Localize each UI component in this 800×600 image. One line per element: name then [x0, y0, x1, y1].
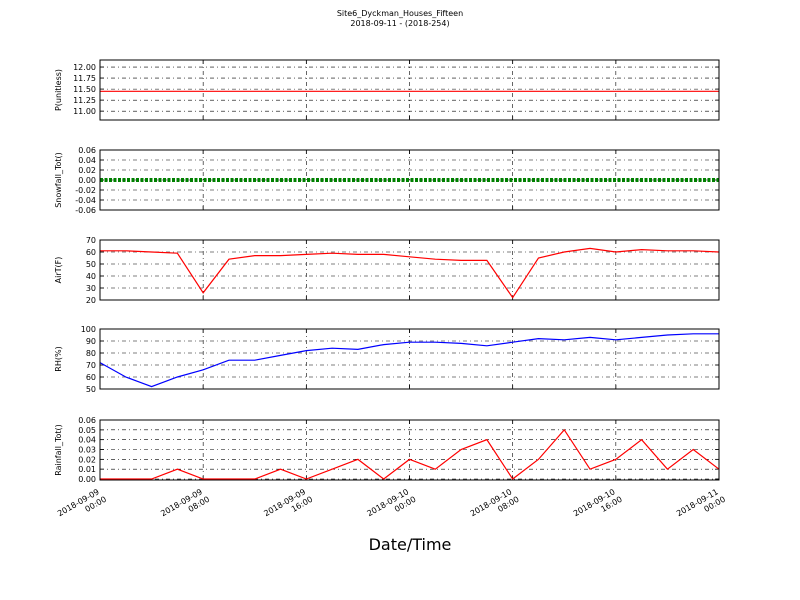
y-tick-label: 12.00	[73, 63, 96, 72]
y-tick-label: -0.02	[75, 186, 96, 195]
x-tick-label: 2018-09-10 08:00	[469, 486, 521, 527]
y-axis-label: Snowfall_Tot()	[54, 152, 63, 208]
y-tick-label: 11.50	[73, 85, 96, 94]
y-tick-label: 50	[86, 385, 96, 394]
x-tick-label: 2018-09-11 00:00	[675, 486, 727, 527]
y-tick-label: 40	[86, 272, 96, 281]
y-tick-label: 0.02	[78, 455, 96, 464]
y-axis-label: AirT(F)	[54, 257, 63, 284]
y-tick-label: 70	[86, 361, 96, 370]
y-axis-label: Rainfall_Tot()	[54, 424, 63, 476]
plot-frame	[99, 149, 720, 211]
data-line	[100, 247, 720, 299]
x-tick-label: 2018-09-09 00:00	[56, 486, 108, 527]
x-tick-label: 2018-09-09 08:00	[159, 486, 211, 527]
y-tick-label: 90	[86, 337, 96, 346]
x-tick-label: 2018-09-10 16:00	[572, 486, 624, 527]
plot-frame	[99, 59, 720, 121]
y-tick-label: 60	[86, 373, 96, 382]
y-tick-label: 0.04	[78, 156, 96, 165]
y-tick-label: 0.00	[78, 176, 96, 185]
y-tick-label: 0.06	[78, 146, 96, 155]
x-tick-label: 2018-09-09 16:00	[262, 486, 314, 527]
y-tick-label: 100	[81, 325, 96, 334]
y-tick-label: 0.00	[78, 475, 96, 484]
plot-frame	[99, 328, 720, 390]
data-line	[100, 428, 720, 480]
chart-subtitle: 2018-09-11 - (2018-254)	[350, 19, 449, 28]
y-axis-label: P(unitless)	[54, 69, 63, 111]
y-tick-label: 50	[86, 260, 96, 269]
y-tick-label: -0.06	[75, 206, 96, 215]
y-tick-label: 11.25	[73, 96, 96, 105]
plot-frame	[99, 419, 720, 481]
plot-frame	[99, 239, 720, 301]
chart-title: Site6_Dyckman_Houses_Fifteen	[337, 9, 463, 18]
y-tick-label: 11.00	[73, 107, 96, 116]
y-tick-label: 60	[86, 248, 96, 257]
y-tick-label: -0.04	[75, 196, 96, 205]
y-tick-label: 0.06	[78, 416, 96, 425]
y-tick-label: 20	[86, 296, 96, 305]
y-tick-label: 70	[86, 236, 96, 245]
y-axis-label: RH(%)	[54, 346, 63, 371]
y-tick-label: 30	[86, 284, 96, 293]
y-tick-label: 0.04	[78, 436, 96, 445]
x-tick-label: 2018-09-10 00:00	[366, 486, 418, 527]
y-tick-label: 11.75	[73, 74, 96, 83]
y-tick-label: 0.03	[78, 446, 96, 455]
data-line	[99, 333, 719, 388]
y-tick-label: 0.01	[78, 465, 96, 474]
x-axis-label: Date/Time	[369, 535, 452, 554]
y-tick-label: 80	[86, 349, 96, 358]
y-tick-label: 0.05	[78, 426, 96, 435]
y-tick-label: 0.02	[78, 166, 96, 175]
